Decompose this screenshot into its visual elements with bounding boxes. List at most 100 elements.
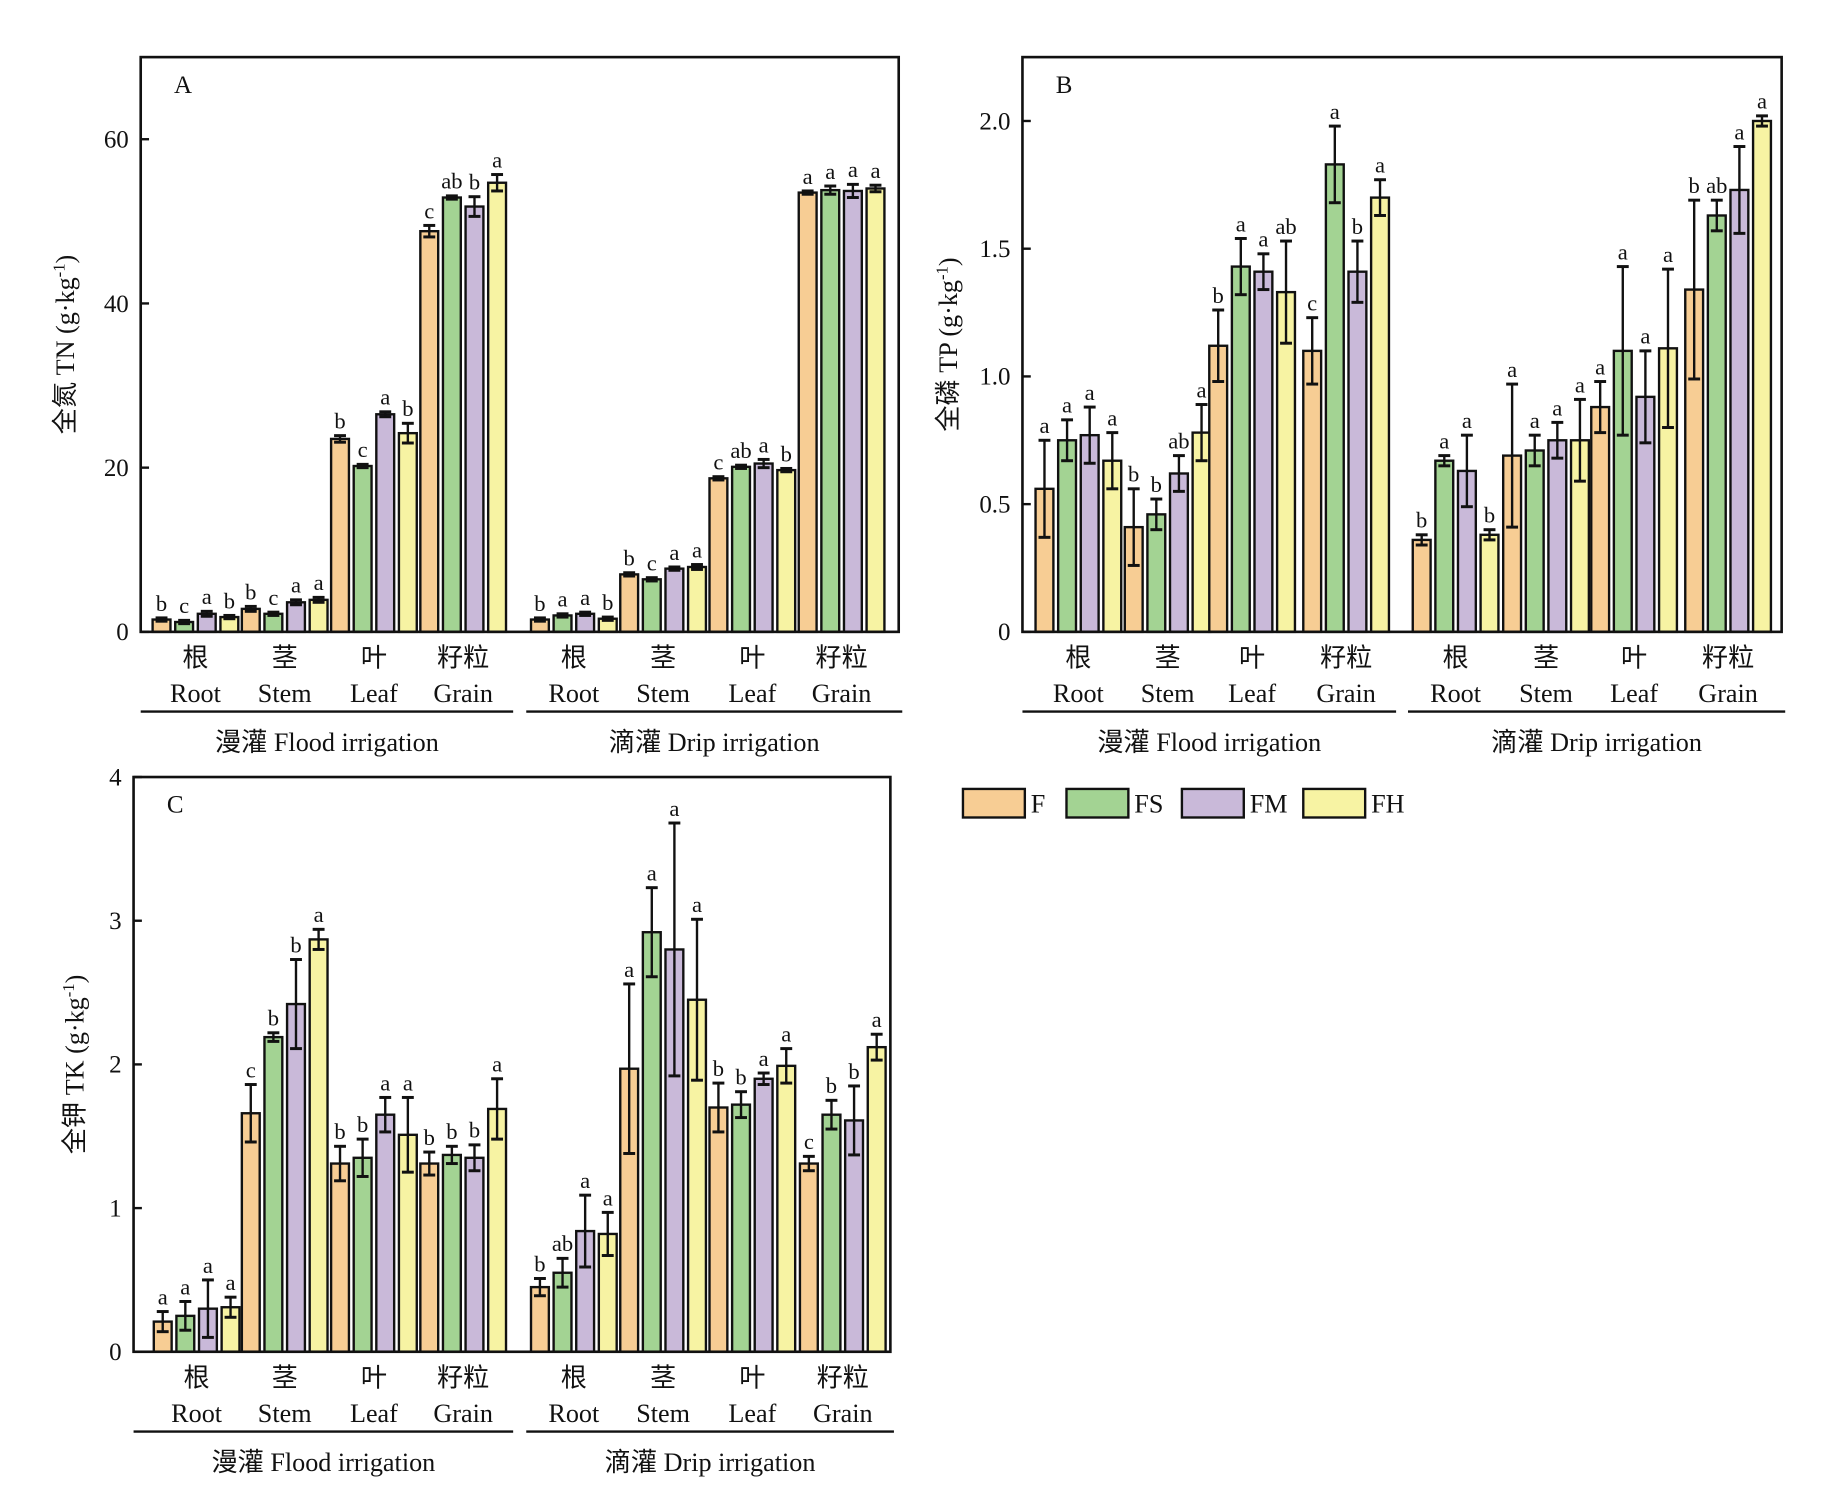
- group-label-cn: 籽粒: [817, 1363, 869, 1392]
- significance-letter: b: [1416, 508, 1427, 533]
- significance-letter: b: [534, 591, 545, 616]
- group-label-cn: 茎: [272, 1363, 298, 1392]
- significance-letter: b: [224, 588, 235, 613]
- significance-letter: b: [469, 1118, 480, 1143]
- bar-FS: [263, 1035, 284, 1353]
- bar-FH: [686, 565, 708, 634]
- group-label-cn: 茎: [650, 643, 676, 672]
- significance-letter: c: [358, 437, 368, 462]
- bar-FM: [375, 413, 396, 634]
- group-label-en: Leaf: [1610, 679, 1658, 708]
- bar-FH: [308, 938, 329, 1353]
- significance-letter: a: [1085, 380, 1095, 405]
- bar-FH: [776, 1064, 797, 1353]
- significance-letter: a: [558, 587, 568, 612]
- group-label-en: Stem: [1519, 679, 1573, 708]
- group-label-cn: 叶: [739, 643, 765, 672]
- bar-FH: [486, 1107, 508, 1353]
- group-label-en: Stem: [258, 1399, 312, 1428]
- significance-letter: b: [848, 1059, 859, 1084]
- bar-FS: [1324, 163, 1345, 634]
- significance-letter: ab: [552, 1231, 573, 1256]
- group-label-cn: 茎: [1155, 643, 1181, 672]
- significance-letter: c: [246, 1057, 256, 1082]
- bar-FS: [641, 578, 662, 634]
- significance-letter: b: [290, 932, 301, 957]
- group-label-en: Root: [1053, 679, 1105, 708]
- bar-FM: [285, 1002, 307, 1353]
- significance-letter: b: [624, 546, 635, 571]
- significance-letter: b: [357, 1112, 368, 1137]
- significance-letter: a: [202, 584, 212, 609]
- y-tick-label: 0: [998, 619, 1010, 646]
- bar-F: [1302, 349, 1323, 634]
- irrigation-label: 滴灌 Drip irrigation: [609, 728, 820, 757]
- y-tick-label: 20: [104, 455, 129, 482]
- significance-letter: a: [580, 1168, 590, 1193]
- plot-frame: [139, 55, 901, 634]
- irrigation-label: 滴灌 Drip irrigation: [1491, 728, 1702, 757]
- panel-letter: A: [174, 72, 192, 99]
- group-label-cn: 根: [184, 1363, 210, 1392]
- y-tick-label: 1.0: [979, 364, 1010, 391]
- significance-letter: a: [647, 861, 657, 886]
- significance-letter: a: [580, 585, 590, 610]
- significance-letter: a: [403, 1070, 413, 1095]
- significance-letter: a: [291, 573, 301, 598]
- bar-FS: [1056, 439, 1078, 634]
- irrigation-label: 滴灌 Drip irrigation: [605, 1448, 816, 1477]
- bar-FS: [441, 196, 462, 634]
- significance-letter: c: [647, 551, 657, 576]
- significance-letter: a: [380, 385, 390, 410]
- significance-letter: a: [1258, 227, 1268, 252]
- bar-F: [419, 229, 440, 634]
- group-label-cn: 叶: [1239, 643, 1265, 672]
- bar-FS: [352, 1156, 373, 1353]
- significance-letter: b: [245, 579, 256, 604]
- legend-label-FH: FH: [1371, 790, 1405, 819]
- significance-letter: a: [180, 1274, 190, 1299]
- significance-letter: a: [692, 537, 702, 562]
- group-label-cn: 叶: [361, 1363, 387, 1392]
- significance-letter: a: [1663, 242, 1673, 267]
- group-label-en: Grain: [812, 679, 872, 708]
- significance-letter: c: [268, 585, 278, 610]
- y-tick-label: 1.5: [979, 236, 1010, 263]
- panel-letter: C: [167, 792, 184, 819]
- bar-F: [240, 1112, 261, 1353]
- group-label-cn: 根: [561, 1363, 587, 1392]
- significance-letter: a: [669, 796, 679, 821]
- significance-letter: a: [870, 158, 880, 183]
- significance-letter: b: [334, 408, 345, 433]
- bar-FM: [664, 567, 685, 634]
- group-label-cn: 根: [182, 643, 208, 672]
- y-tick-label: 0.5: [979, 491, 1010, 518]
- group-label-en: Root: [170, 679, 222, 708]
- y-axis-label: 全磷 TP (g·kg-1): [932, 257, 963, 431]
- bar-FM: [1547, 439, 1568, 634]
- bar-F: [797, 191, 818, 634]
- significance-letter: b: [1128, 462, 1139, 487]
- group-label-cn: 叶: [1621, 643, 1647, 672]
- bar-FH: [397, 431, 418, 634]
- significance-letter: b: [826, 1073, 837, 1098]
- group-label-en: Grain: [433, 679, 493, 708]
- bar-F: [619, 573, 640, 634]
- bar-FM: [464, 205, 485, 634]
- legend: F FS FM FH: [961, 787, 1405, 819]
- significance-letter: b: [446, 1119, 457, 1144]
- significance-letter: a: [1039, 413, 1049, 438]
- bar-FS: [730, 1103, 752, 1353]
- significance-letter: a: [759, 432, 769, 457]
- group-label-en: Leaf: [728, 1399, 776, 1428]
- group-label-en: Root: [548, 679, 600, 708]
- significance-letter: b: [469, 170, 480, 195]
- significance-letter: a: [1236, 211, 1246, 236]
- significance-letter: a: [624, 957, 634, 982]
- bar-FS: [1146, 513, 1167, 634]
- significance-letter: b: [1151, 472, 1162, 497]
- significance-letter: a: [1107, 405, 1117, 430]
- bar-FH: [1479, 533, 1500, 634]
